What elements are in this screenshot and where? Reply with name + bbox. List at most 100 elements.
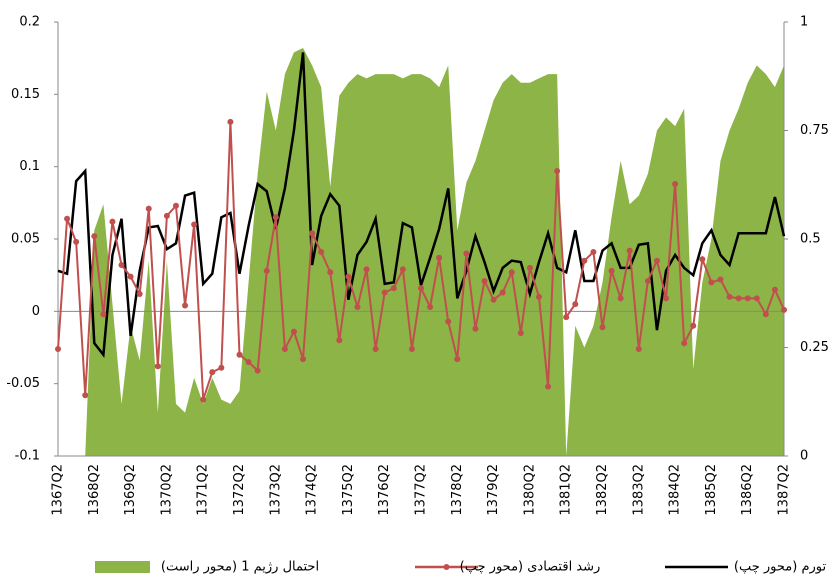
data-point: [672, 181, 679, 188]
data-point: [163, 212, 170, 219]
x-tick-label: 1381Q2: [559, 464, 574, 516]
data-point: [363, 266, 370, 273]
y-tick-label: -0.1: [15, 449, 40, 464]
data-point: [336, 337, 343, 344]
data-point: [744, 295, 751, 302]
data-point: [599, 324, 606, 331]
data-point: [245, 358, 252, 365]
data-point: [100, 311, 107, 318]
y-tick-label: 0.05: [11, 232, 40, 247]
data-point: [635, 345, 642, 352]
x-tick-label: 1385Q2: [704, 464, 719, 516]
data-point: [318, 249, 325, 256]
data-point: [145, 205, 152, 212]
x-tick-label: 1371Q2: [196, 464, 211, 516]
y-tick-label: 0: [32, 304, 40, 319]
data-point: [281, 345, 288, 352]
y2-tick-label: 0.5: [800, 232, 821, 247]
data-point: [64, 215, 71, 222]
data-point: [535, 293, 542, 300]
data-point: [218, 364, 225, 371]
data-point: [354, 303, 361, 310]
data-point: [436, 254, 443, 261]
data-point: [545, 383, 552, 390]
data-point: [681, 340, 688, 347]
data-point: [699, 256, 706, 263]
data-point: [118, 262, 125, 269]
data-point: [372, 345, 379, 352]
data-point: [236, 351, 243, 358]
data-point: [200, 396, 207, 403]
x-tick-label: 1380Q2: [522, 464, 537, 516]
data-point: [408, 345, 415, 352]
y2-tick-label: 0.25: [800, 340, 829, 355]
data-point: [182, 302, 189, 309]
data-point: [526, 264, 533, 271]
data-point: [191, 221, 198, 228]
x-tick-label: 1383Q2: [631, 464, 646, 516]
data-point: [55, 345, 61, 352]
data-point: [781, 306, 787, 313]
data-point: [91, 233, 98, 240]
data-point: [653, 257, 660, 264]
data-point: [563, 314, 570, 321]
data-point: [644, 277, 651, 284]
y2-tick-label: 1: [800, 15, 808, 30]
data-point: [590, 249, 597, 256]
data-point: [708, 279, 715, 286]
data-point: [227, 118, 234, 125]
x-tick-label: 1387Q2: [777, 464, 792, 516]
data-point: [399, 266, 406, 273]
data-point: [735, 295, 742, 302]
data-point: [127, 273, 134, 280]
data-point: [581, 257, 588, 264]
data-point: [771, 286, 778, 293]
data-point: [263, 267, 270, 274]
x-tick-label: 1368Q2: [87, 464, 102, 516]
data-point: [300, 356, 307, 363]
data-point: [390, 285, 397, 292]
data-point: [345, 273, 352, 280]
data-point: [726, 293, 733, 300]
data-point: [327, 269, 334, 276]
data-point: [490, 296, 497, 303]
legend-swatch: [95, 561, 150, 573]
data-point: [617, 295, 624, 302]
x-tick-label: 1376Q2: [377, 464, 392, 516]
data-point: [753, 295, 760, 302]
data-point: [136, 290, 143, 297]
legend-label: رشد اقتصادی (محور چپ): [460, 560, 601, 575]
y-tick-label: 0.2: [19, 15, 40, 30]
data-point: [481, 277, 488, 284]
data-point: [608, 267, 615, 274]
data-point: [381, 289, 388, 296]
data-point: [572, 301, 579, 308]
data-point: [154, 363, 161, 370]
x-tick-label: 1373Q2: [268, 464, 283, 516]
y2-tick-label: 0: [800, 449, 808, 464]
data-point: [626, 247, 633, 254]
data-point: [172, 202, 179, 209]
x-tick-label: 1384Q2: [668, 464, 683, 516]
data-point: [454, 356, 461, 363]
data-point: [109, 218, 116, 225]
data-point: [445, 318, 452, 325]
data-point: [717, 276, 724, 283]
data-point: [73, 238, 80, 245]
regime-area: [58, 48, 784, 456]
x-tick-label: 1369Q2: [123, 464, 138, 516]
data-point: [209, 369, 216, 376]
data-point: [690, 322, 697, 329]
data-point: [663, 295, 670, 302]
data-point: [499, 289, 506, 296]
x-tick-label: 1382Q2: [595, 464, 610, 516]
data-point: [463, 250, 470, 257]
data-point: [554, 168, 561, 175]
data-point: [82, 392, 89, 399]
legend-label: تورم (محور چپ): [734, 560, 827, 575]
x-tick-label: 1370Q2: [159, 464, 174, 516]
legend-marker: [443, 564, 450, 570]
y-tick-label: 0.15: [11, 87, 40, 102]
